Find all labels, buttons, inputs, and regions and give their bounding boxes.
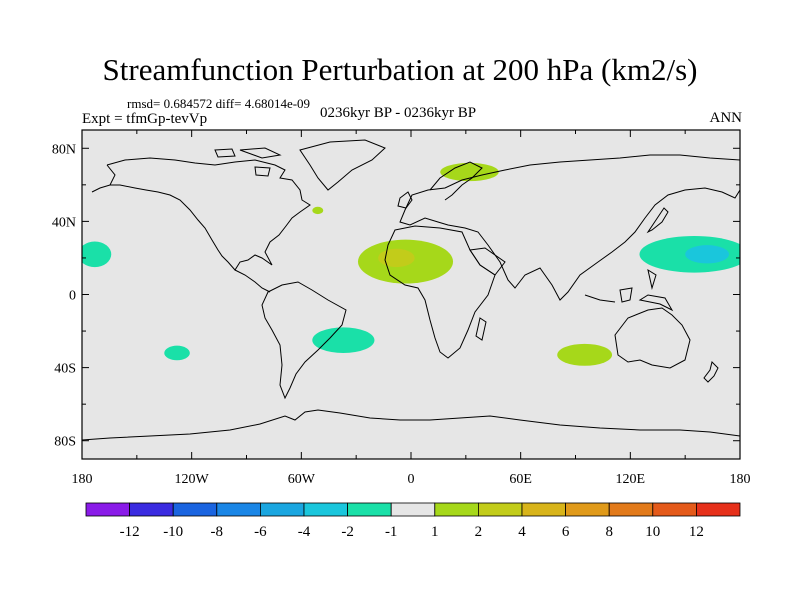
colorbar-swatch: [85, 502, 130, 517]
colorbar-label: 1: [431, 524, 439, 540]
lat-label: 80N: [52, 142, 76, 157]
coastline-arabia: [469, 247, 506, 276]
anomaly-layer: [82, 162, 740, 366]
colorbar-label: -10: [163, 524, 183, 540]
lon-label: 60W: [288, 472, 316, 487]
coastline-japan: [646, 207, 669, 234]
coastline-uk: [397, 191, 413, 209]
colorbar-label: 6: [562, 524, 570, 540]
coastline-greenland: [299, 139, 386, 191]
anomaly-region-9: [164, 345, 190, 361]
lat-label: 40S: [54, 362, 76, 377]
colorbar-label: -8: [211, 524, 224, 540]
lon-label: 120W: [175, 472, 210, 487]
coastline-north-america: [91, 157, 311, 271]
coastline-indonesia: [584, 268, 674, 312]
anomaly-region-2: [440, 162, 499, 182]
colorbar-swatch: [129, 502, 174, 517]
colorbar-swatch: [172, 502, 218, 517]
anomaly-region-8: [312, 327, 375, 353]
coastline-madagascar: [475, 317, 487, 341]
colorbar-swatch: [652, 502, 697, 517]
coastline-eurasia: [399, 154, 740, 301]
colorbar-label: -12: [120, 524, 140, 540]
anomaly-region-1: [378, 248, 415, 268]
season-label: ANN: [709, 110, 743, 126]
colorbar-swatch: [565, 502, 610, 517]
colorbar-swatch: [347, 502, 392, 517]
anomaly-region-3: [312, 206, 324, 215]
coastline-africa: [384, 225, 496, 359]
experiment-label: Expt = tfmGp-tevVp: [82, 111, 208, 127]
lat-label: 0: [69, 289, 76, 304]
colorbar-swatch: [303, 502, 348, 517]
coastline-scandinavia: [429, 161, 483, 201]
map-ticks: [81, 130, 741, 459]
map-background: [82, 130, 740, 459]
colorbar-label: 4: [518, 524, 526, 540]
anomaly-region-7: [82, 241, 112, 268]
colorbar-swatch: [216, 502, 261, 517]
coastline-arctic-islands: [214, 147, 282, 177]
colorbar-swatch: [259, 502, 305, 517]
colorbar-label: -6: [254, 524, 267, 540]
coastline-south-america: [261, 281, 347, 400]
lon-label: 60E: [509, 472, 532, 487]
coastline-australia: [614, 307, 691, 369]
stats-line: rmsd= 0.684572 diff= 4.68014e-09: [127, 96, 311, 111]
colorbar-swatch: [477, 502, 523, 517]
colorbar-label: 12: [689, 524, 704, 540]
colorbar-label: 2: [475, 524, 483, 540]
coastline-new-zealand: [703, 361, 719, 383]
lon-label: 0: [408, 472, 415, 487]
colorbar-swatch: [521, 502, 566, 517]
period-label: 0236kyr BP - 0236kyr BP: [320, 105, 477, 121]
lon-label: 180: [72, 472, 93, 487]
colorbar-swatch: [434, 502, 479, 517]
axis-labels: 80N 40N 0 40S 80S 180 120W 60W 0 60E 120E 180: [52, 142, 751, 487]
lat-label: 80S: [54, 435, 76, 450]
anomaly-region-4: [557, 343, 613, 366]
lon-label: 120E: [616, 472, 646, 487]
colorbar-label: 10: [645, 524, 660, 540]
anomaly-region-6: [685, 245, 730, 264]
colorbar-label: 8: [605, 524, 613, 540]
colorbar-label: -2: [341, 524, 354, 540]
map-title: Streamfunction Perturbation at 200 hPa (…: [102, 52, 698, 87]
colorbar: -12 -10 -8 -6 -4 -2 -1 1 2 4 6 8 10 12: [85, 502, 741, 540]
lon-label: 180: [730, 472, 751, 487]
coastline-antarctica: [82, 409, 740, 441]
colorbar-swatch: [390, 502, 436, 517]
colorbar-label: -4: [298, 524, 311, 540]
colorbar-swatch: [608, 502, 654, 517]
colorbar-label: -1: [385, 524, 398, 540]
coastline-central-america: [234, 269, 271, 293]
colorbar-swatch: [696, 502, 741, 517]
coastlines: [82, 139, 740, 441]
lat-label: 40N: [52, 215, 76, 230]
